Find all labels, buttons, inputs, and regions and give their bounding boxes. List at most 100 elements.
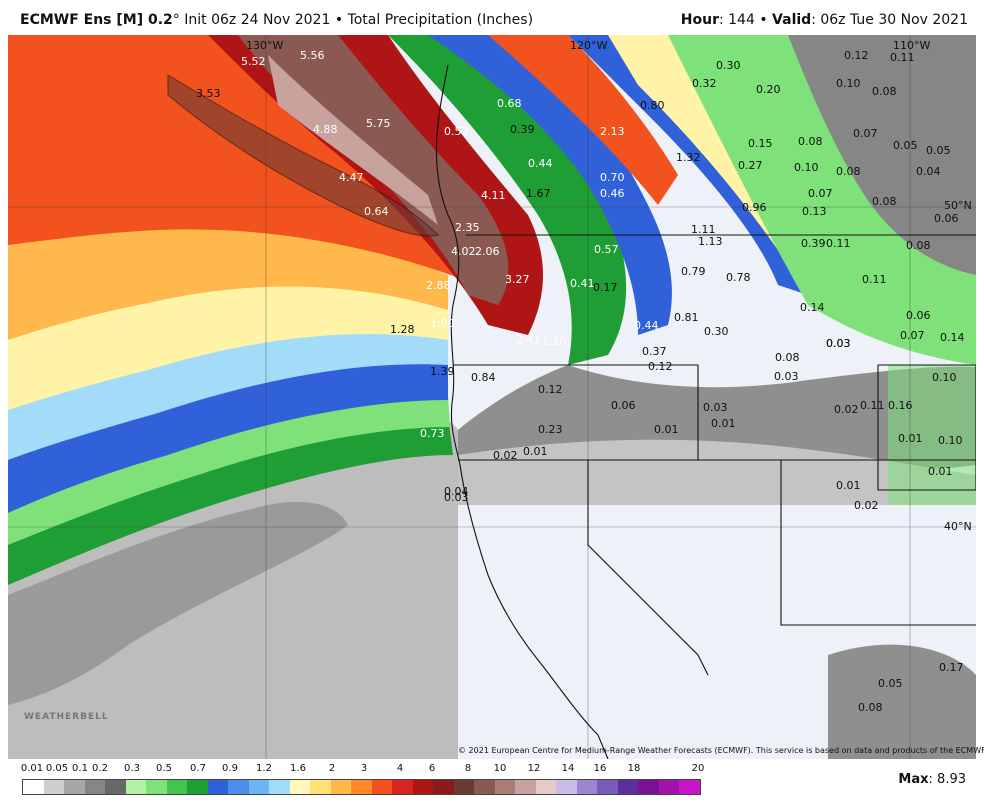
precip-value: 0.08 xyxy=(798,135,823,148)
inland-blue xyxy=(428,35,672,335)
legend-tick-label: 10 xyxy=(493,763,507,774)
precip-value: 4.02 xyxy=(451,245,476,258)
precip-value: 0.10 xyxy=(794,161,819,174)
precip-value: 4.47 xyxy=(339,171,364,184)
precip-value: 0.08 xyxy=(872,195,897,208)
max-value-text: : 8.93 xyxy=(928,772,966,787)
precip-value: 1.90 xyxy=(430,317,455,330)
legend-swatch xyxy=(207,780,228,794)
precip-value: 0.07 xyxy=(900,329,925,342)
precip-value: 0.02 xyxy=(834,403,859,416)
legend-tick-label: 6 xyxy=(428,763,436,774)
legend-swatch xyxy=(433,780,454,794)
legend-swatch xyxy=(289,780,310,794)
hour-value: : 144 xyxy=(718,12,755,28)
light-green-band xyxy=(8,387,450,545)
precip-value: 0.12 xyxy=(844,49,869,62)
legend-swatch xyxy=(556,780,577,794)
precip-value: 0.08 xyxy=(906,239,931,252)
legend-swatch xyxy=(23,780,44,794)
precip-value: 0.14 xyxy=(800,301,825,314)
precip-value: 0.57 xyxy=(594,243,619,256)
legend-tick-label: 4 xyxy=(396,763,404,774)
precip-value: 0.01 xyxy=(654,423,679,436)
pale-brown-band xyxy=(268,55,438,225)
orange-band xyxy=(8,220,448,340)
precip-value: 0.79 xyxy=(681,265,706,278)
precip-value: 0.05 xyxy=(893,139,918,152)
precip-value: 0.03 xyxy=(826,337,851,350)
precip-value: 1.11 xyxy=(691,223,716,236)
precip-value: 0.01 xyxy=(711,417,736,430)
precip-value: 0.01 xyxy=(836,479,861,492)
precip-value: 0.05 xyxy=(878,677,903,690)
legend-swatch xyxy=(576,780,597,794)
lat-label-50: 50°N xyxy=(944,199,972,212)
precip-value: 0.10 xyxy=(938,434,963,447)
precip-value: 0.41 xyxy=(570,277,595,290)
precipitation-map: 130°W 120°W 110°W 50°N 40°N 5.52 5.56 3.53… xyxy=(8,35,976,759)
legend-swatch xyxy=(392,780,413,794)
precip-value: 5.75 xyxy=(366,117,391,130)
legend-color-bar xyxy=(22,779,701,795)
precip-value: 0.39 xyxy=(510,123,535,136)
lon-label-120: 120°W xyxy=(570,39,607,52)
precip-value: 0.14 xyxy=(940,331,965,344)
legend-swatch xyxy=(412,780,433,794)
precip-value: 0.64 xyxy=(364,205,389,218)
precip-value: 0.11 xyxy=(862,273,887,286)
weatherbell-logo: WEATHERBELL xyxy=(24,712,109,722)
precip-value: 0.01 xyxy=(928,465,953,478)
copyright-notice: © 2021 European Centre for Medium-Range … xyxy=(458,746,984,755)
political-borders xyxy=(453,234,976,676)
gray-band-dark xyxy=(8,501,348,705)
precip-value: 0.44 xyxy=(528,157,553,170)
legend-swatch xyxy=(515,780,536,794)
precip-value: 0.23 xyxy=(538,423,563,436)
legend-tick-label: 0.7 xyxy=(190,763,206,774)
precip-value: 0.03 xyxy=(444,491,469,504)
precip-value: 0.10 xyxy=(836,77,861,90)
precip-value: 0.01 xyxy=(898,432,923,445)
valid-value: : 06z Tue 30 Nov 2021 xyxy=(811,12,968,28)
precip-value: 0.96 xyxy=(742,201,767,214)
precip-value: 0.04 xyxy=(444,485,469,498)
precip-value: 5.56 xyxy=(300,49,325,62)
precip-value: 0.16 xyxy=(888,399,913,412)
max-value: Max: 8.93 xyxy=(898,772,966,787)
legend-tick-label: 0.1 xyxy=(72,763,88,774)
precip-value: 0.81 xyxy=(674,311,699,324)
legend-tick-label: 14 xyxy=(561,763,575,774)
inland-red xyxy=(488,35,678,205)
green-band xyxy=(8,415,453,585)
precip-value: 0.12 xyxy=(648,360,673,373)
precip-value: 2.13 xyxy=(600,125,625,138)
precip-value: 1.10 xyxy=(542,335,567,348)
precip-value: 0.13 xyxy=(802,205,827,218)
precip-value: 0.39 xyxy=(801,237,826,250)
precip-value: 0.03 xyxy=(826,337,851,350)
legend-tick-label: 16 xyxy=(593,763,607,774)
legend-swatch xyxy=(269,780,290,794)
legend-tick-label: 0.2 xyxy=(92,763,108,774)
legend-swatch xyxy=(228,780,249,794)
precip-value: 2.41 xyxy=(516,333,541,346)
precip-value: 0.10 xyxy=(932,371,957,384)
precip-value: 0.02 xyxy=(493,449,518,462)
precip-value: 0.84 xyxy=(471,371,496,384)
blue-band xyxy=(8,350,448,513)
legend-tick-label: 0.05 xyxy=(45,763,69,774)
south-gray xyxy=(828,644,976,759)
precip-value: 0.17 xyxy=(939,661,964,674)
legend-tick-label: 0.9 xyxy=(222,763,238,774)
rockies-blue xyxy=(568,35,812,295)
precip-value: 0.06 xyxy=(934,212,959,225)
legend-swatch xyxy=(597,780,618,794)
vancouver-island xyxy=(167,74,439,237)
precip-value: 0.03 xyxy=(703,401,728,414)
hour-label: Hour xyxy=(680,12,719,28)
precip-value: 0.46 xyxy=(600,187,625,200)
legend-tick-label: 18 xyxy=(627,763,641,774)
legend-tick-label: 1.2 xyxy=(256,763,272,774)
legend-swatch xyxy=(64,780,85,794)
